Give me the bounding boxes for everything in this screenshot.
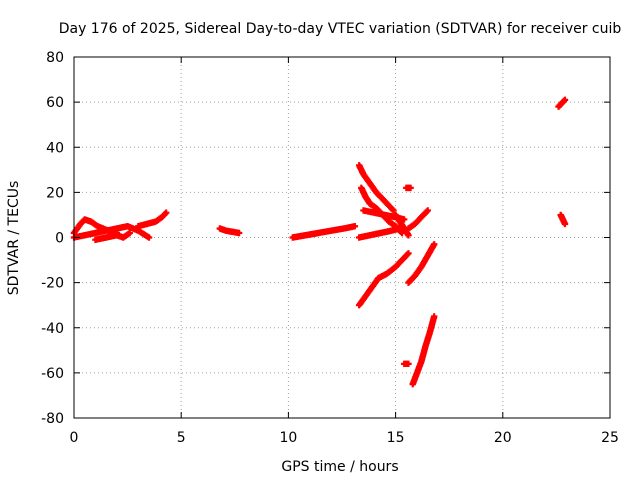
series-arc-13 [405, 207, 431, 232]
data-points [70, 96, 569, 388]
series-arc-4 [135, 209, 170, 230]
data-point [405, 250, 412, 257]
series-arc-6 [289, 223, 359, 241]
y-tick-label: -20 [41, 276, 64, 292]
data-point [235, 229, 243, 237]
series-arc-3 [92, 229, 133, 243]
y-tick-label: 80 [46, 50, 64, 66]
y-tick-label: 60 [46, 95, 64, 111]
y-tick-label: -60 [41, 366, 64, 382]
data-point [351, 223, 359, 230]
axis-ticks [73, 56, 611, 419]
data-point [561, 96, 569, 104]
series-arc-2 [70, 223, 153, 241]
series-arc-10 [355, 225, 404, 241]
y-tick-label: -40 [41, 321, 64, 337]
series-arc-19 [557, 211, 569, 228]
data-point [430, 313, 438, 320]
data-point [390, 207, 397, 214]
x-tick-label: 15 [387, 430, 405, 446]
series-arc-14 [355, 250, 412, 309]
grid [74, 57, 610, 418]
y-tick-label: 20 [46, 185, 64, 201]
data-point [561, 220, 569, 228]
series-arc-11 [392, 211, 412, 239]
data-point [162, 209, 170, 216]
x-tick-labels: 0 5 10 15 20 25 [70, 430, 619, 446]
x-tick-label: 20 [494, 430, 512, 446]
y-axis-label: SDTVAR / TECUs [6, 181, 22, 296]
y-tick-label: -80 [41, 411, 64, 427]
series-arc-12 [403, 184, 414, 192]
y-tick-label: 40 [46, 140, 64, 156]
series-arc-18 [555, 96, 569, 110]
x-tick-label: 10 [279, 430, 297, 446]
series-arc-15 [405, 241, 438, 286]
data-point [407, 184, 414, 192]
x-axis-label: GPS time / hours [281, 459, 398, 475]
series-arc-17 [409, 313, 438, 388]
chart-title: Day 176 of 2025, Sidereal Day-to-day VTE… [59, 21, 622, 37]
series-arc-16 [400, 360, 412, 368]
data-point [430, 241, 438, 248]
y-tick-label: 0 [55, 231, 64, 247]
x-tick-label: 5 [177, 430, 186, 446]
x-tick-label: 0 [70, 430, 79, 446]
data-point [126, 229, 133, 237]
series-arc-5 [216, 225, 243, 237]
data-point [405, 360, 412, 368]
y-tick-labels: -80 -60 -40 -20 0 20 40 60 80 [41, 50, 64, 427]
data-point [424, 207, 431, 214]
data-point [145, 234, 153, 241]
data-point [400, 216, 408, 223]
series-arc-7 [355, 162, 397, 214]
data-point [405, 232, 412, 239]
x-tick-label: 25 [601, 430, 619, 446]
